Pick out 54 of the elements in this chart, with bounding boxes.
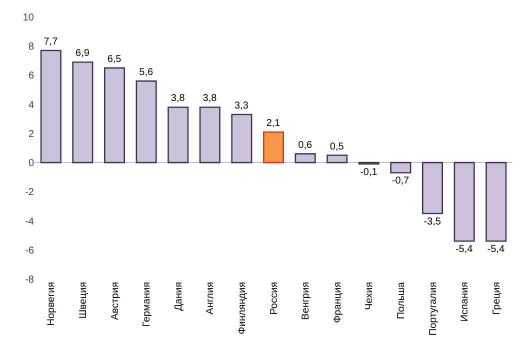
x-tick-label: Норвегия	[46, 282, 58, 326]
x-tick-label: Чехия	[364, 282, 376, 310]
bar	[390, 162, 412, 174]
y-tick-label: -4	[25, 216, 34, 228]
bar	[262, 131, 284, 164]
data-label: -0,7	[392, 176, 410, 187]
bar	[326, 154, 348, 164]
y-tick-label: -2	[25, 187, 34, 198]
x-tick-label: Германия	[142, 282, 153, 327]
x-tick-label: Испания	[460, 282, 471, 322]
data-label: -0,1	[360, 167, 378, 178]
data-label: 3,8	[202, 93, 218, 104]
data-label: -5,4	[455, 244, 474, 256]
x-tick-label: Греция	[491, 282, 502, 315]
y-tick-label: 6	[28, 70, 34, 82]
data-label: 6,5	[107, 54, 122, 65]
bar	[231, 114, 252, 164]
bar	[454, 162, 475, 242]
bar	[104, 67, 126, 164]
bar	[168, 106, 189, 164]
bar	[40, 50, 62, 164]
data-label: 2,1	[266, 118, 281, 129]
data-label: 0,5	[330, 141, 344, 152]
x-tick-label: Португалия	[428, 282, 439, 336]
bar	[486, 162, 507, 242]
data-label: 7,7	[44, 36, 58, 48]
x-tick-label: Швеция	[78, 282, 89, 319]
data-label: 0,6	[298, 140, 312, 151]
x-tick-label: Россия	[268, 282, 280, 315]
data-label: -5,4	[487, 244, 505, 256]
x-tick-label: Дания	[173, 282, 184, 311]
bar	[422, 162, 444, 214]
y-tick-label: -8	[25, 274, 34, 286]
data-label: 3,8	[170, 93, 186, 104]
data-label: -3,5	[424, 216, 442, 228]
y-tick-label: 2	[28, 128, 34, 140]
x-tick-label: Англия	[205, 282, 216, 314]
x-tick-label: Финляндия	[236, 282, 248, 334]
data-label: 5,6	[139, 67, 154, 78]
y-tick-label: -6	[25, 245, 34, 256]
y-tick-label: 4	[28, 100, 34, 111]
data-label: 3,3	[234, 100, 249, 112]
x-tick-label: Франция	[332, 282, 344, 323]
x-tick-label: Венгрия	[300, 282, 312, 320]
bar	[199, 106, 220, 164]
y-tick-label: 10	[22, 12, 34, 24]
data-label: 6,9	[76, 48, 90, 60]
x-tick-label: Польша	[396, 282, 407, 320]
bar	[136, 80, 157, 164]
bar	[294, 153, 316, 164]
y-tick-label: 8	[28, 42, 34, 53]
x-tick-label: Австрия	[110, 282, 121, 320]
bar	[72, 61, 94, 164]
y-tick-label: 0	[28, 158, 34, 170]
